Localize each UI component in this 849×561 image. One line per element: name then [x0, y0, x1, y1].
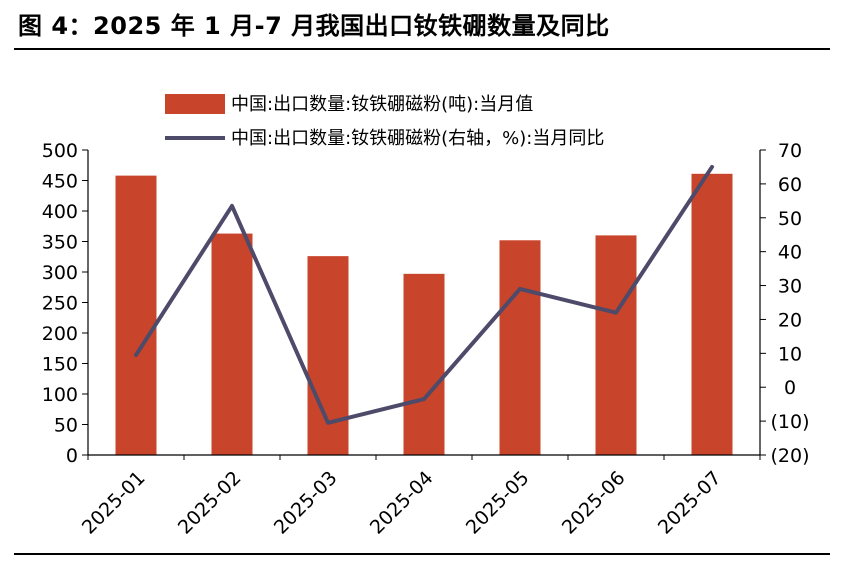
left-tick-label: 300: [42, 262, 78, 284]
x-tick-label: 2025-04: [366, 467, 438, 539]
left-tick-label: 250: [42, 293, 78, 315]
left-tick-label: 100: [42, 384, 78, 406]
title-rule: [14, 48, 830, 50]
x-tick-label: 2025-06: [558, 467, 630, 539]
right-tick-label: 50: [778, 208, 802, 230]
x-tick-label: 2025-02: [174, 467, 246, 539]
right-tick-label: 0: [784, 377, 796, 399]
bar: [595, 235, 637, 455]
left-axis-ticks: 0 50 100 150 200 250 300 350 400 450 500: [42, 140, 88, 467]
left-tick-label: 400: [42, 201, 78, 223]
legend-line-label: 中国:出口数量:钕铁硼磁粉(右轴，%):当月同比: [231, 128, 604, 149]
bar: [499, 240, 541, 455]
left-tick-label: 150: [42, 354, 78, 376]
right-tick-label: 40: [778, 242, 802, 264]
bar: [307, 256, 349, 455]
bar: [115, 175, 157, 455]
axes: [87, 150, 761, 460]
bar: [403, 273, 445, 455]
legend-bar-swatch: [165, 94, 225, 114]
legend: 中国:出口数量:钕铁硼磁粉(吨):当月值 中国:出口数量:钕铁硼磁粉(右轴，%)…: [165, 94, 604, 149]
legend-bar-label: 中国:出口数量:钕铁硼磁粉(吨):当月值: [231, 94, 533, 115]
right-tick-label: 70: [778, 140, 802, 162]
right-tick-label: 10: [778, 343, 802, 365]
x-axis-labels: 2025-01 2025-02 2025-03 2025-04 2025-05 2025-…: [78, 467, 726, 539]
right-tick-label: 30: [778, 276, 802, 298]
figure-title: 图 4：2025 年 1 月-7 月我国出口钕铁硼数量及同比: [18, 12, 610, 40]
x-tick-label: 2025-07: [654, 467, 726, 539]
line-series: [134, 164, 714, 425]
x-tick-label: 2025-05: [462, 467, 534, 539]
left-tick-label: 350: [42, 232, 78, 254]
bar: [691, 173, 733, 456]
right-tick-label: 60: [778, 174, 802, 196]
right-tick-label: (20): [770, 445, 809, 467]
x-tick-label: 2025-03: [270, 467, 342, 539]
bar: [211, 233, 253, 455]
right-tick-label: 20: [778, 309, 802, 331]
right-axis-ticks: (20) (10) 0 10 20 30 40 50 60 70: [760, 140, 810, 467]
left-tick-label: 0: [66, 445, 78, 467]
left-tick-label: 500: [42, 140, 78, 162]
left-tick-label: 50: [54, 415, 78, 437]
bar-series: [115, 173, 733, 456]
left-tick-label: 450: [42, 171, 78, 193]
x-tick-label: 2025-01: [78, 467, 150, 539]
bottom-rule: [14, 553, 830, 555]
left-tick-label: 200: [42, 323, 78, 345]
right-tick-label: (10): [770, 411, 809, 433]
line-series-path: [134, 164, 714, 425]
